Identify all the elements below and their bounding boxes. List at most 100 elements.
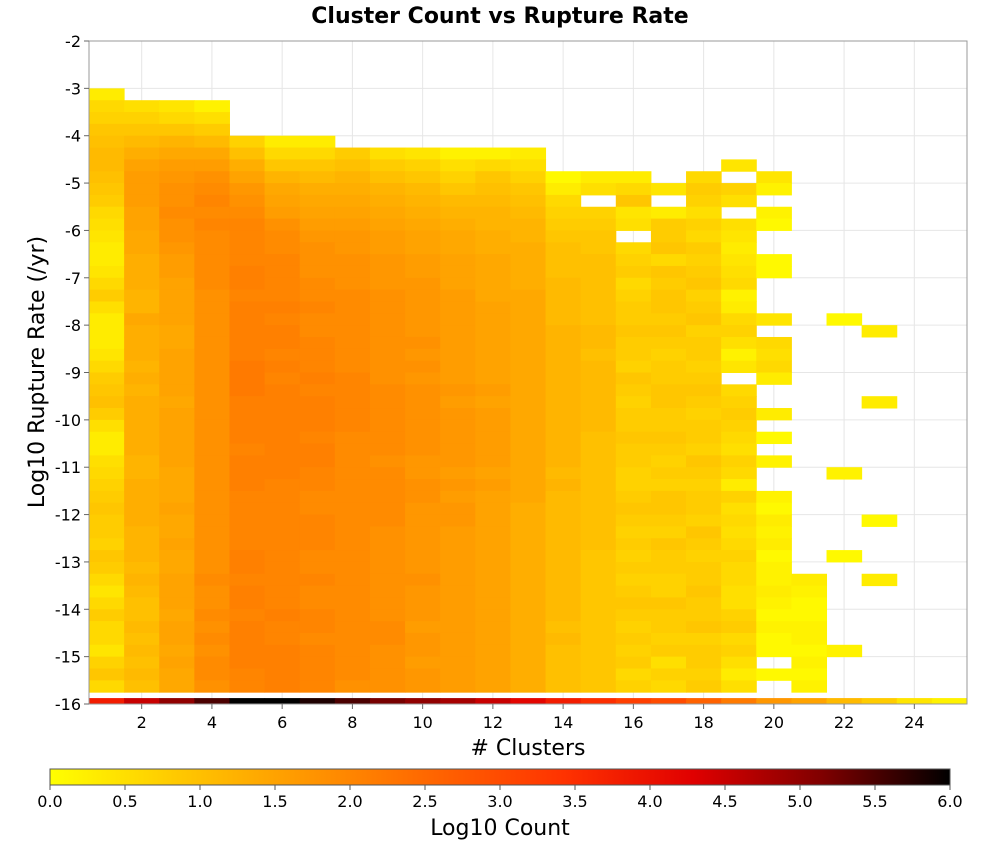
heatmap-cell [440, 419, 476, 433]
heatmap-cell [124, 325, 160, 338]
heatmap-cell [440, 384, 476, 397]
heatmap-cell [615, 384, 652, 397]
heatmap-cell [791, 644, 828, 658]
heatmap-cell [650, 632, 687, 646]
heatmap-cell [686, 372, 722, 385]
heatmap-cell [194, 384, 230, 397]
heatmap-cell [124, 597, 160, 610]
heatmap-cell [194, 538, 230, 551]
heatmap-cell [791, 573, 828, 587]
heatmap-cell [686, 561, 722, 575]
heatmap-cell [124, 621, 160, 634]
heatmap-cell [510, 384, 547, 397]
heatmap-cell [405, 656, 441, 669]
heatmap-cell [721, 514, 757, 527]
heatmap-cell [686, 514, 722, 527]
heatmap-cell [405, 585, 441, 598]
heatmap-cell [510, 301, 547, 314]
heatmap-cell [159, 230, 195, 243]
heatmap-cell [756, 313, 792, 326]
heatmap-cell [194, 360, 230, 373]
heatmap-cell [159, 656, 195, 669]
heatmap-cell [299, 550, 336, 563]
heatmap-cell [686, 597, 722, 610]
heatmap-cell [89, 443, 125, 456]
heatmap-cell [545, 242, 582, 255]
heatmap-cell [229, 301, 266, 314]
heatmap-cell [615, 467, 652, 480]
heatmap-cell [686, 206, 722, 220]
heatmap-cell [650, 313, 687, 326]
heatmap-cell [194, 455, 230, 468]
heatmap-cell [229, 502, 266, 516]
heatmap-cell [721, 585, 757, 598]
heatmap-cell [334, 502, 371, 516]
heatmap-cell [756, 526, 792, 539]
heatmap-cell [229, 277, 266, 291]
heatmap-cell [264, 668, 301, 681]
heatmap-cell [89, 265, 125, 279]
heatmap-cell [229, 597, 266, 610]
heatmap-cell [124, 313, 160, 326]
heatmap-cell [440, 597, 476, 610]
heatmap-cell-bottom-row [440, 698, 476, 704]
heatmap-cell [405, 561, 441, 575]
heatmap-cell [334, 183, 371, 196]
heatmap-cell [229, 538, 266, 551]
heatmap-cell [580, 183, 617, 196]
heatmap-cell [826, 550, 863, 563]
heatmap-cell [615, 621, 652, 634]
colorbar-tick-label: 4.0 [637, 792, 662, 811]
heatmap-cell-bottom-row [334, 698, 371, 704]
heatmap-cell [475, 479, 511, 492]
heatmap-cell [299, 384, 336, 397]
heatmap-cell [124, 159, 160, 172]
heatmap-cell [124, 609, 160, 622]
heatmap-cell [580, 431, 617, 445]
heatmap-cell [440, 372, 476, 385]
heatmap-cell [194, 490, 230, 504]
heatmap-cell [580, 526, 617, 539]
heatmap-cell [510, 538, 547, 551]
heatmap-cell [229, 550, 266, 563]
heatmap-cell [299, 455, 336, 468]
heatmap-cell [545, 289, 582, 302]
heatmap-cell [369, 490, 406, 504]
heatmap-cell [686, 242, 722, 255]
heatmap-cell [686, 289, 722, 302]
heatmap-cell [405, 360, 441, 373]
x-tick-label: 12 [483, 713, 503, 732]
heatmap-cell [721, 609, 757, 622]
heatmap-cell [264, 455, 301, 468]
heatmap-cell [369, 396, 406, 409]
heatmap-cell [475, 490, 511, 504]
heatmap-cell [229, 431, 266, 445]
heatmap-cell [405, 467, 441, 480]
heatmap-cell [440, 348, 476, 362]
x-tick-label: 2 [137, 713, 147, 732]
heatmap-cell [89, 289, 125, 302]
heatmap-cell [650, 325, 687, 338]
heatmap-cell [545, 479, 582, 492]
heatmap-cell [194, 218, 230, 231]
heatmap-cell [686, 419, 722, 433]
heatmap-cell [721, 656, 757, 669]
heatmap-cell [756, 218, 792, 231]
heatmap-cell [369, 230, 406, 243]
heatmap-cell [194, 265, 230, 279]
heatmap-cell [194, 644, 230, 658]
heatmap-cell [510, 183, 547, 196]
heatmap-cell [334, 550, 371, 563]
heatmap-cell [615, 277, 652, 291]
heatmap-cell [369, 680, 406, 693]
heatmap-cell [756, 183, 792, 196]
heatmap-cell [299, 644, 336, 658]
heatmap-cell [615, 644, 652, 658]
heatmap-cell [89, 206, 125, 220]
heatmap-cell [405, 573, 441, 587]
heatmap-cell [124, 526, 160, 539]
heatmap-cell [405, 514, 441, 527]
heatmap-cell [194, 194, 230, 208]
heatmap-cell [159, 455, 195, 468]
heatmap-cell [369, 348, 406, 362]
